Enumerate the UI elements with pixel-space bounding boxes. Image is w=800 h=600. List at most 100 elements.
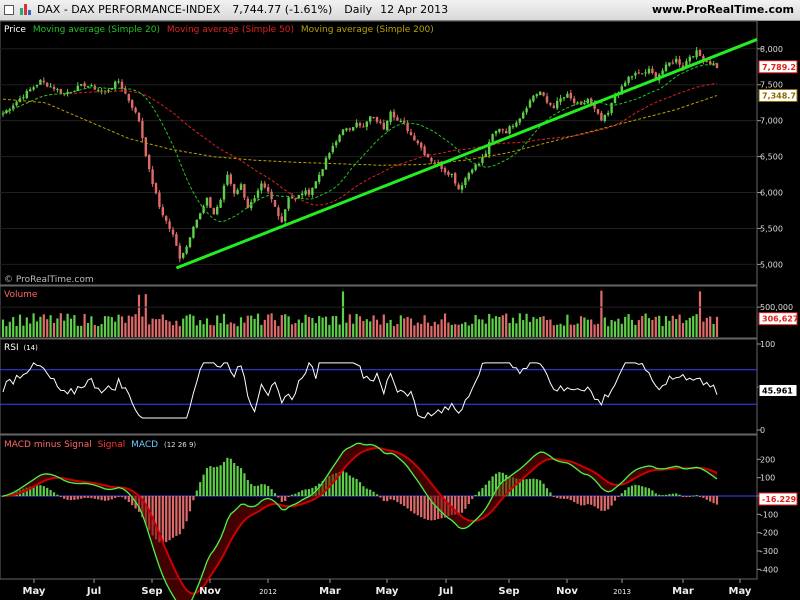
macd-histogram-bar: [66, 496, 69, 500]
price-candle: [569, 89, 572, 101]
volume-bar: [617, 318, 620, 337]
volume-bar: [348, 314, 351, 337]
candle-body: [56, 89, 59, 91]
volume-bar: [287, 316, 290, 337]
macd-histogram-bar: [297, 492, 300, 496]
candle-body: [120, 81, 124, 89]
candle-body: [457, 184, 460, 190]
x-axis-label: Mar: [672, 586, 694, 597]
volume-bar: [175, 320, 178, 337]
volume-bar: [29, 323, 32, 337]
candle-body: [246, 198, 249, 208]
macd-histogram-bar: [406, 496, 409, 509]
candle-body: [52, 86, 56, 90]
candle-body: [318, 174, 321, 182]
price-candle: [110, 87, 113, 90]
x-axis-label: Sep: [141, 586, 162, 597]
volume-bar: [73, 315, 76, 337]
price-candle: [32, 85, 35, 91]
candle-body: [148, 155, 151, 170]
candle-body: [375, 117, 379, 122]
price-candle: [634, 71, 637, 80]
candle-body: [668, 62, 671, 66]
macd-tick-label: -100: [760, 510, 778, 519]
price-candle: [471, 168, 474, 175]
candle-body: [165, 216, 168, 221]
macd-histogram-bar: [454, 496, 457, 515]
candle-body: [654, 72, 657, 80]
candle-body: [222, 185, 226, 200]
macd-histogram-bar: [178, 496, 181, 535]
candle-body: [627, 76, 630, 83]
volume-bar: [15, 325, 18, 337]
volume-bar: [467, 325, 470, 337]
macd-histogram-bar: [120, 496, 124, 498]
volume-bar: [137, 294, 141, 337]
volume-bar: [100, 323, 103, 337]
macd-histogram-bar: [467, 496, 470, 505]
volume-bar: [165, 320, 168, 337]
volume-bar: [171, 325, 175, 337]
price-candle: [341, 129, 345, 136]
candle-body: [175, 234, 178, 246]
candle-body: [243, 184, 246, 198]
macd-histogram-bar: [267, 485, 270, 496]
x-axis-label: May: [23, 586, 46, 597]
candle-body: [331, 146, 334, 153]
volume-bar: [600, 290, 603, 337]
trendline[interactable]: [175, 38, 758, 270]
macd-histogram-bar: [97, 496, 100, 500]
macd-histogram-bar: [233, 463, 236, 496]
macd-histogram-bar: [389, 496, 392, 500]
candle-body: [511, 126, 515, 128]
candle-body: [508, 126, 511, 134]
macd-histogram-bar: [590, 496, 593, 505]
instrument-checkbox[interactable]: [4, 4, 14, 15]
volume-bar: [39, 316, 42, 337]
candle-body: [90, 85, 93, 87]
price-candle: [583, 99, 586, 106]
price-candle: [600, 110, 603, 122]
volume-bar: [63, 320, 66, 337]
macd-histogram-bar: [52, 492, 56, 496]
price-candle: [97, 87, 100, 93]
price-candle: [148, 153, 151, 173]
macd-histogram-bar: [304, 489, 307, 496]
macd-histogram-bar: [256, 485, 260, 496]
macd-histogram-bar: [477, 491, 481, 496]
volume-bar: [705, 317, 708, 337]
price-candle: [161, 204, 164, 218]
macd-line-title: MACD: [131, 440, 158, 450]
candle-body: [226, 174, 229, 185]
price-candle: [280, 212, 283, 223]
volume-bar: [681, 322, 685, 337]
volume-bar: [440, 319, 443, 337]
price-candle: [688, 54, 691, 65]
candle-body: [236, 190, 239, 194]
volume-bar: [182, 318, 185, 337]
site-url[interactable]: www.ProRealTime.com: [651, 3, 794, 16]
candle-body: [287, 197, 290, 209]
volume-bar: [168, 321, 171, 337]
macd-histogram-bar: [695, 495, 698, 497]
candle-body: [168, 221, 171, 229]
volume-value-label-box: [758, 312, 798, 326]
volume-bar: [494, 316, 498, 337]
rsi-panel-frame: [0, 338, 758, 435]
macd-histogram-bar: [681, 496, 685, 497]
price-candle: [698, 49, 702, 56]
chart-canvas[interactable]: 8,000 7,500 7,000 6,500 6,000 5,500 5,000 500,0…: [0, 20, 800, 600]
svg-text:MACD minus Signal Signal: MACD minus Signal Signal MACD (12 26 9): [4, 440, 196, 450]
price-candle: [467, 171, 470, 182]
volume-bar: [93, 324, 96, 337]
candle-body: [583, 103, 586, 105]
macd-histogram-bar: [25, 487, 28, 496]
macd-histogram-bar: [692, 495, 695, 497]
volume-bar: [35, 321, 39, 337]
macd-histogram-bar: [423, 496, 426, 519]
candle-body: [481, 157, 484, 164]
macd-histogram-bar: [290, 494, 294, 496]
price-candle: [144, 137, 147, 158]
volume-bar: [362, 320, 365, 337]
volume-bar: [5, 326, 8, 337]
